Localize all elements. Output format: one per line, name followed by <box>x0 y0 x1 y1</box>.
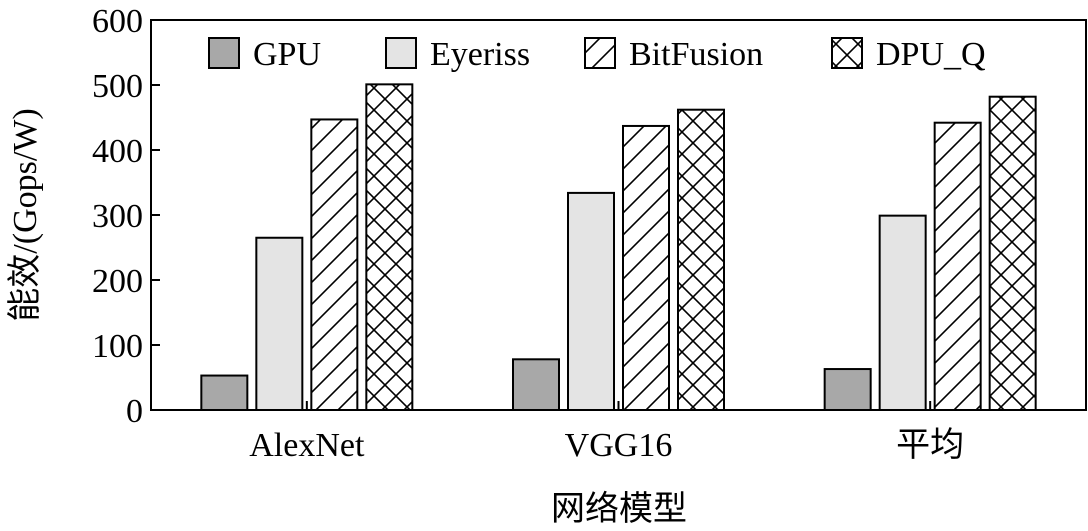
y-tick-label: 100 <box>92 328 143 365</box>
legend: GPU Eyeriss BitFusion DPU_Q <box>208 36 986 73</box>
y-axis-title: 能效/(Gops/W) <box>6 108 44 321</box>
bar-gpu-2 <box>823 368 872 411</box>
x-category-label: VGG16 <box>565 427 673 464</box>
legend-swatch-bitfusion <box>584 37 616 69</box>
y-tick-label: 300 <box>92 198 143 235</box>
y-tick-label: 200 <box>92 263 143 300</box>
legend-label: Eyeriss <box>430 36 530 73</box>
bar-gpu-0 <box>200 374 249 411</box>
bars-group <box>200 83 1037 411</box>
x-category-label: 平均 <box>896 426 964 464</box>
bar-gpu-1 <box>512 358 560 411</box>
bar-bitfusion-1 <box>622 124 670 411</box>
bar-eyeriss-1 <box>567 191 615 411</box>
bar-dpu-q-1 <box>677 108 725 411</box>
legend-label: DPU_Q <box>876 36 986 73</box>
x-category-label: AlexNet <box>249 427 365 464</box>
legend-label: GPU <box>253 36 321 73</box>
legend-swatch-eyeriss <box>385 37 417 69</box>
y-axis-ticks: 0 100 200 300 400 500 600 <box>92 3 160 430</box>
bar-eyeriss-0 <box>255 236 304 411</box>
y-tick-label: 400 <box>92 133 143 170</box>
bar-bitfusion-2 <box>933 121 982 411</box>
bar-bitfusion-0 <box>310 118 359 411</box>
bar-dpu-q-0 <box>365 83 414 411</box>
x-axis-category-labels: AlexNet VGG16 平均 <box>249 401 964 464</box>
legend-label: BitFusion <box>629 36 763 73</box>
x-axis-title: 网络模型 <box>551 490 687 528</box>
bar-eyeriss-2 <box>878 214 927 411</box>
y-tick-label: 0 <box>126 393 143 430</box>
bar-dpu-q-2 <box>988 95 1037 411</box>
legend-swatch-gpu <box>208 37 240 69</box>
legend-swatch-dpu-q <box>831 37 863 69</box>
y-tick-label: 500 <box>92 68 143 105</box>
y-tick-label: 600 <box>92 3 143 40</box>
